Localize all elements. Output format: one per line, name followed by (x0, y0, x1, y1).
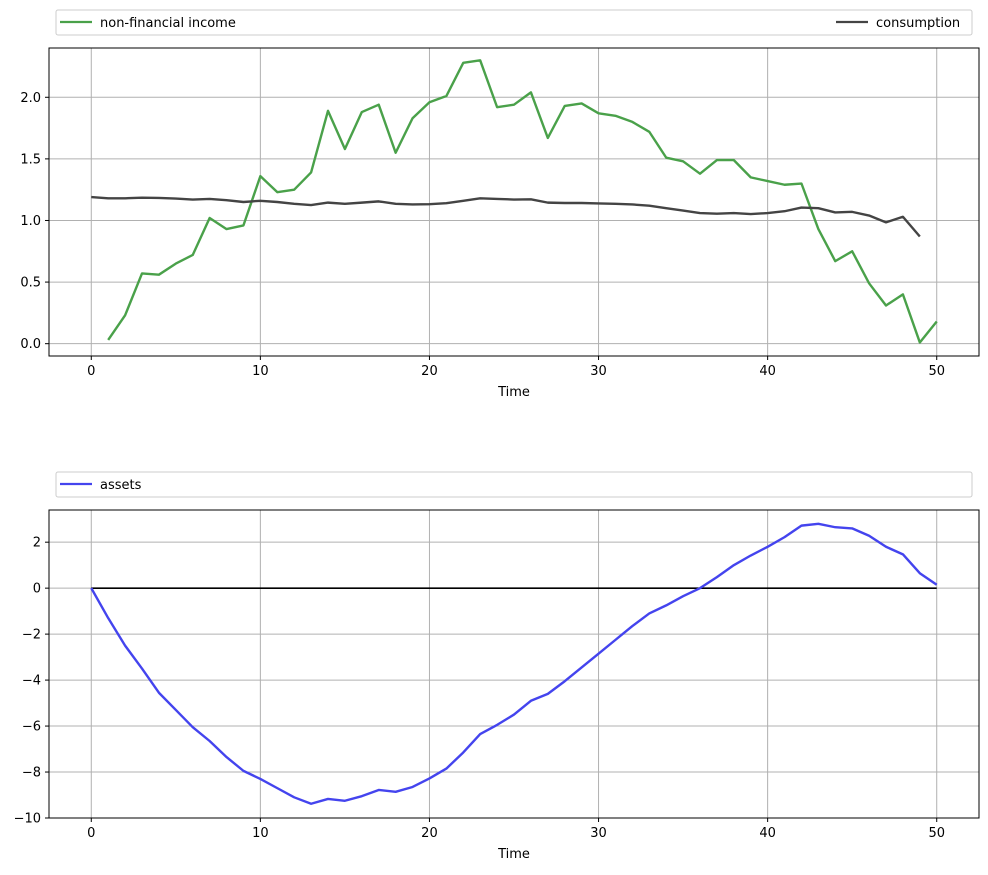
legend-label-consumption: consumption (876, 16, 960, 31)
top-y-tick-label: 0.5 (20, 276, 41, 291)
bottom-y-tick-label: −10 (14, 812, 41, 827)
bottom-y-tick-label: −8 (22, 766, 41, 781)
bottom-x-tick-label: 50 (928, 826, 945, 841)
top-y-tick-label: 1.0 (20, 214, 41, 229)
top-plot-frame (48, 47, 980, 357)
bottom-x-axis-label: Time (497, 847, 530, 862)
bottom-x-tick-label: 20 (421, 826, 438, 841)
bottom-plot-frame (48, 509, 980, 819)
bottom-legend: assets (55, 471, 973, 498)
top-x-tick-label: 0 (87, 364, 95, 379)
top-x-axis-label: Time (497, 385, 530, 400)
bottom-y-tick-label: 0 (33, 582, 41, 597)
top-y-tick-label: 0.0 (20, 337, 41, 352)
top-legend: non-financial income consumption (55, 9, 973, 36)
top-y-tick-label: 2.0 (20, 91, 41, 106)
top-plot-area: 0 10 20 30 40 50 0.0 0.5 1.0 1.5 2.0 (20, 48, 979, 379)
top-x-tick-label: 30 (590, 364, 607, 379)
bottom-x-tick-label: 0 (87, 826, 95, 841)
series-line-non-financial-income (107, 59, 938, 344)
series-line-assets (90, 522, 938, 805)
legend-label-non-financial-income: non-financial income (100, 16, 236, 31)
bottom-legend-frame (55, 471, 973, 498)
bottom-y-tick-label: −2 (22, 628, 41, 643)
bottom-x-tick-label: 10 (252, 826, 269, 841)
top-x-tick-label: 10 (252, 364, 269, 379)
bottom-y-tick-label: 2 (33, 536, 41, 551)
bottom-x-tick-label: 40 (759, 826, 776, 841)
top-y-tick-label: 1.5 (20, 152, 41, 167)
top-x-tick-label: 20 (421, 364, 438, 379)
top-x-tick-label: 40 (759, 364, 776, 379)
bottom-y-tick-label: −6 (22, 720, 41, 735)
top-legend-frame (55, 9, 973, 36)
bottom-plot-area: 0 10 20 30 40 50 −10 −8 −6 −4 −2 0 2 (14, 510, 979, 841)
bottom-x-tick-label: 30 (590, 826, 607, 841)
legend-label-assets: assets (100, 478, 142, 493)
top-x-tick-label: 50 (928, 364, 945, 379)
bottom-y-tick-label: −4 (22, 674, 41, 689)
series-line-consumption (91, 195, 921, 238)
